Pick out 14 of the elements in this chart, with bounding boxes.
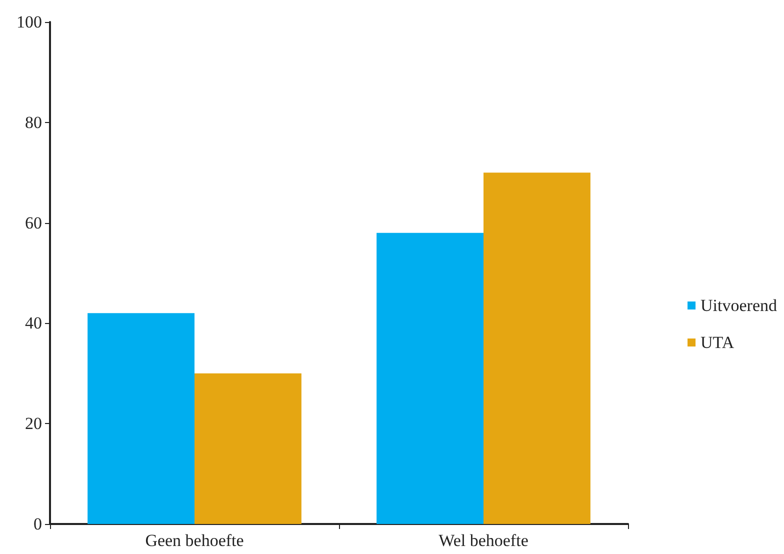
bar (376, 232, 484, 524)
y-tick-label: 80 (25, 112, 42, 132)
bar (194, 373, 302, 524)
y-tick-label: 0 (34, 514, 42, 534)
bar (88, 313, 194, 524)
x-tick-label: Geen behoefte (145, 531, 244, 550)
x-tick-label: Wel behoefte (438, 531, 528, 550)
y-tick-label: 100 (16, 12, 42, 32)
y-tick-label: 40 (25, 314, 42, 333)
bar (484, 172, 590, 524)
y-tick-label: 20 (25, 414, 42, 434)
legend-label: Uitvoerend (700, 296, 778, 315)
legend-label: UTA (700, 333, 735, 352)
y-tick-label: 60 (25, 213, 42, 232)
